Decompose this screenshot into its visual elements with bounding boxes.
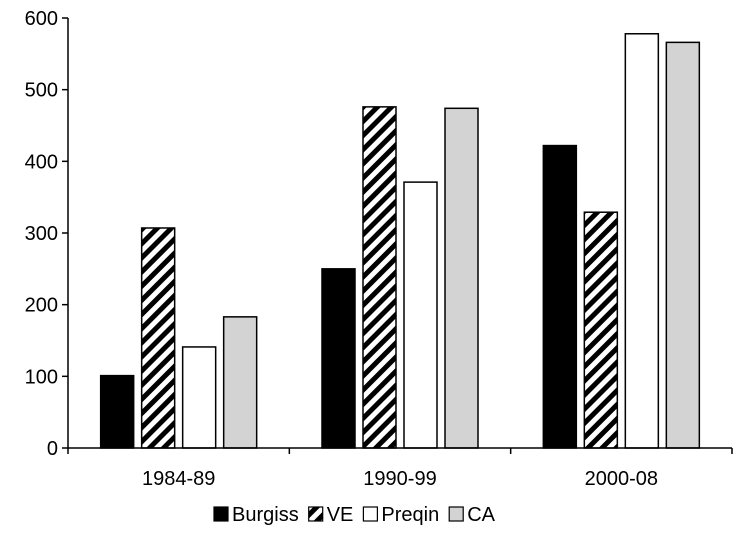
y-tick-label-0: 0 bbox=[47, 438, 58, 460]
bar-ve-1990-99 bbox=[362, 106, 397, 449]
bar-ca-1990-99 bbox=[444, 107, 479, 449]
x-tick-label-1990-99: 1990-99 bbox=[363, 468, 436, 490]
legend-label-preqin: Preqin bbox=[381, 504, 439, 526]
x-tick-label-2000-08: 2000-08 bbox=[585, 468, 658, 490]
legend-swatch-ca bbox=[448, 506, 464, 522]
bar-preqin-2000-08 bbox=[624, 33, 660, 449]
x-tick-label-1984-89: 1984-89 bbox=[142, 468, 215, 490]
bar-ve-2000-08 bbox=[583, 211, 619, 449]
y-tick-label-500: 500 bbox=[25, 80, 58, 102]
bar-burgiss-1984-89 bbox=[99, 374, 135, 449]
bar-ca-1984-89 bbox=[222, 316, 258, 449]
legend-label-ve: VE bbox=[327, 504, 354, 526]
bar-preqin-1984-89 bbox=[181, 346, 217, 449]
bar-ca-2000-08 bbox=[665, 41, 701, 449]
legend-swatch-preqin bbox=[362, 506, 378, 522]
legend-swatch-burgiss bbox=[213, 506, 229, 522]
legend-label-ca: CA bbox=[467, 504, 495, 526]
y-tick-label-100: 100 bbox=[25, 366, 58, 388]
y-tick-label-300: 300 bbox=[25, 223, 58, 245]
y-tick-label-200: 200 bbox=[25, 295, 58, 317]
y-tick-label-600: 600 bbox=[25, 8, 58, 30]
bar-preqin-1990-99 bbox=[403, 181, 438, 449]
bar-ve-1984-89 bbox=[140, 227, 176, 449]
bar-burgiss-1990-99 bbox=[321, 268, 356, 449]
bar-burgiss-2000-08 bbox=[542, 144, 578, 449]
legend-swatch-ve bbox=[308, 506, 324, 522]
y-tick-label-400: 400 bbox=[25, 151, 58, 173]
legend-label-burgiss: Burgiss bbox=[232, 504, 299, 526]
